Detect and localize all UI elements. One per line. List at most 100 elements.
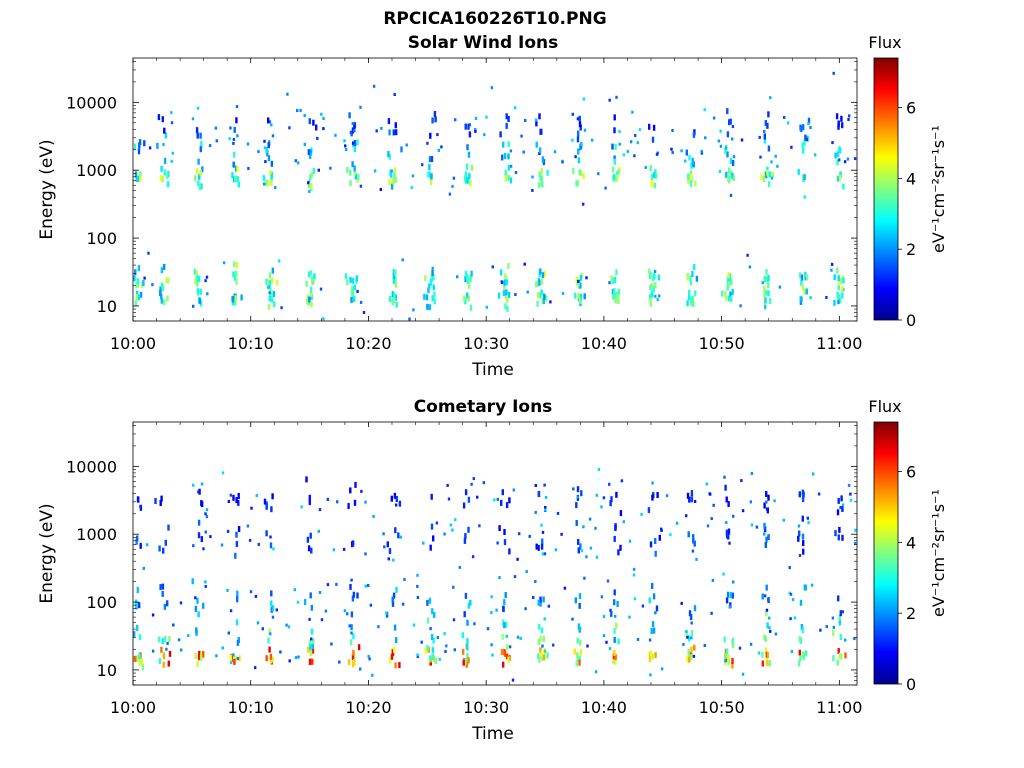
spectrogram-cell <box>466 644 469 651</box>
spectrogram-cell <box>693 540 696 547</box>
spectrogram-cell <box>226 588 229 592</box>
spectrogram-cell <box>519 637 522 640</box>
spectrogram-cell <box>137 148 141 155</box>
spectrogram-cell <box>504 293 508 300</box>
spectrogram-cell <box>541 538 544 545</box>
spectrogram-cell <box>689 180 693 187</box>
spectrogram-cell <box>503 599 506 606</box>
spectrogram-cell <box>310 301 313 308</box>
spectrogram-cell <box>806 516 809 520</box>
spectrogram-cell <box>134 171 138 178</box>
spectrogram-cell <box>799 599 803 606</box>
spectrogram-cell <box>160 293 163 300</box>
spectrogram-cell <box>755 525 759 529</box>
spectrogram-cell <box>761 593 764 600</box>
spectrogram-cell <box>159 584 162 591</box>
spectrogram-cell <box>608 98 611 102</box>
spectrogram-cell <box>853 542 857 545</box>
spectrogram-cell <box>732 514 735 518</box>
spectrogram-cell <box>491 265 494 269</box>
spectrogram-cell <box>505 113 508 120</box>
spectrogram-cell <box>387 151 390 157</box>
spectrogram-cell <box>194 605 198 612</box>
spectrogram-cell <box>161 638 164 645</box>
spectrogram-cell <box>503 650 507 657</box>
spectrogram-cell <box>142 566 145 570</box>
spectrogram-cell <box>432 274 435 281</box>
spectrogram-cell <box>504 592 507 598</box>
spectrogram-cell <box>763 532 766 536</box>
spectrogram-cell <box>615 623 618 629</box>
spectrogram-cell <box>394 294 398 301</box>
spectrogram-cell <box>490 595 493 599</box>
spectrogram-cell <box>840 115 843 122</box>
spectrogram-cell <box>725 648 729 655</box>
spectrogram-cell <box>797 535 800 542</box>
spectrogram-cell <box>204 512 207 516</box>
spectrogram-cell <box>691 549 695 553</box>
plot-area <box>133 422 857 685</box>
spectrogram-cell <box>168 650 172 657</box>
spectrogram-cell <box>472 477 475 481</box>
spectrogram-cell <box>556 511 560 515</box>
spectrogram-cell <box>208 144 212 148</box>
spectrogram-cell <box>309 592 312 599</box>
spectrogram-cell <box>236 657 240 661</box>
spectrogram-cell <box>266 150 269 157</box>
spectrogram-cell <box>502 141 505 148</box>
spectrogram-cell <box>825 625 828 629</box>
spectrogram-cell <box>469 180 472 187</box>
spectrogram-cell <box>508 645 512 649</box>
spectrogram-cell <box>729 193 733 197</box>
spectrogram-cell <box>578 659 581 666</box>
spectrogram-cell <box>543 483 546 487</box>
spectrogram-cell <box>161 590 164 597</box>
spectrogram-cell <box>309 149 312 156</box>
spectrogram-cell <box>369 603 373 607</box>
spectrogram-cell <box>685 630 688 633</box>
spectrogram-cell <box>160 165 163 172</box>
spectrogram-cell <box>204 580 207 584</box>
spectrogram-cell <box>571 138 574 142</box>
spectrogram-cell <box>307 646 310 653</box>
spectrogram-cell <box>790 145 793 149</box>
spectrogram-cell <box>485 305 488 309</box>
spectrogram-cell <box>800 274 804 281</box>
spectrogram-cell <box>837 275 840 282</box>
spectrogram-cell <box>416 653 419 657</box>
spectrogram-cell <box>514 171 518 174</box>
spectrogram-cell <box>691 157 694 164</box>
spectrogram-cell <box>712 503 715 507</box>
spectrogram-cell <box>398 662 401 669</box>
spectrogram-cell <box>503 622 506 629</box>
spectrogram-cell <box>651 494 654 501</box>
spectrogram-cell <box>767 145 771 152</box>
spectrogram-cell <box>353 169 357 176</box>
spectrogram-cell <box>467 123 470 130</box>
colorbar-tick-label: 4 <box>906 533 916 552</box>
spectrogram-cell <box>759 155 762 159</box>
spectrogram-cell <box>215 139 218 143</box>
spectrogram-cell <box>705 482 708 486</box>
spectrogram-cell <box>271 296 274 303</box>
x-axis-label: Time <box>471 724 514 744</box>
spectrogram-cell <box>576 117 580 121</box>
spectrogram-cell <box>380 126 383 130</box>
spectrogram-cell <box>180 648 183 652</box>
spectrogram-cell <box>195 168 199 175</box>
spectrogram-cell <box>296 600 300 604</box>
spectrogram-cell <box>764 303 767 310</box>
spectrogram-cell <box>236 262 239 269</box>
spectrogram-cell <box>763 130 766 133</box>
spectrogram-cell <box>246 524 250 528</box>
spectrogram-cell <box>309 532 312 539</box>
spectrogram-cell <box>196 288 200 295</box>
spectrogram-cell <box>748 265 752 269</box>
spectrogram-cell <box>349 180 352 186</box>
spectrogram-cell <box>578 115 581 122</box>
colorbar <box>873 421 899 685</box>
spectrogram-cell <box>329 166 332 170</box>
spectrogram-cell <box>134 269 137 276</box>
spectrogram-cell <box>401 602 405 606</box>
y-tick-label: 10 <box>97 661 117 680</box>
